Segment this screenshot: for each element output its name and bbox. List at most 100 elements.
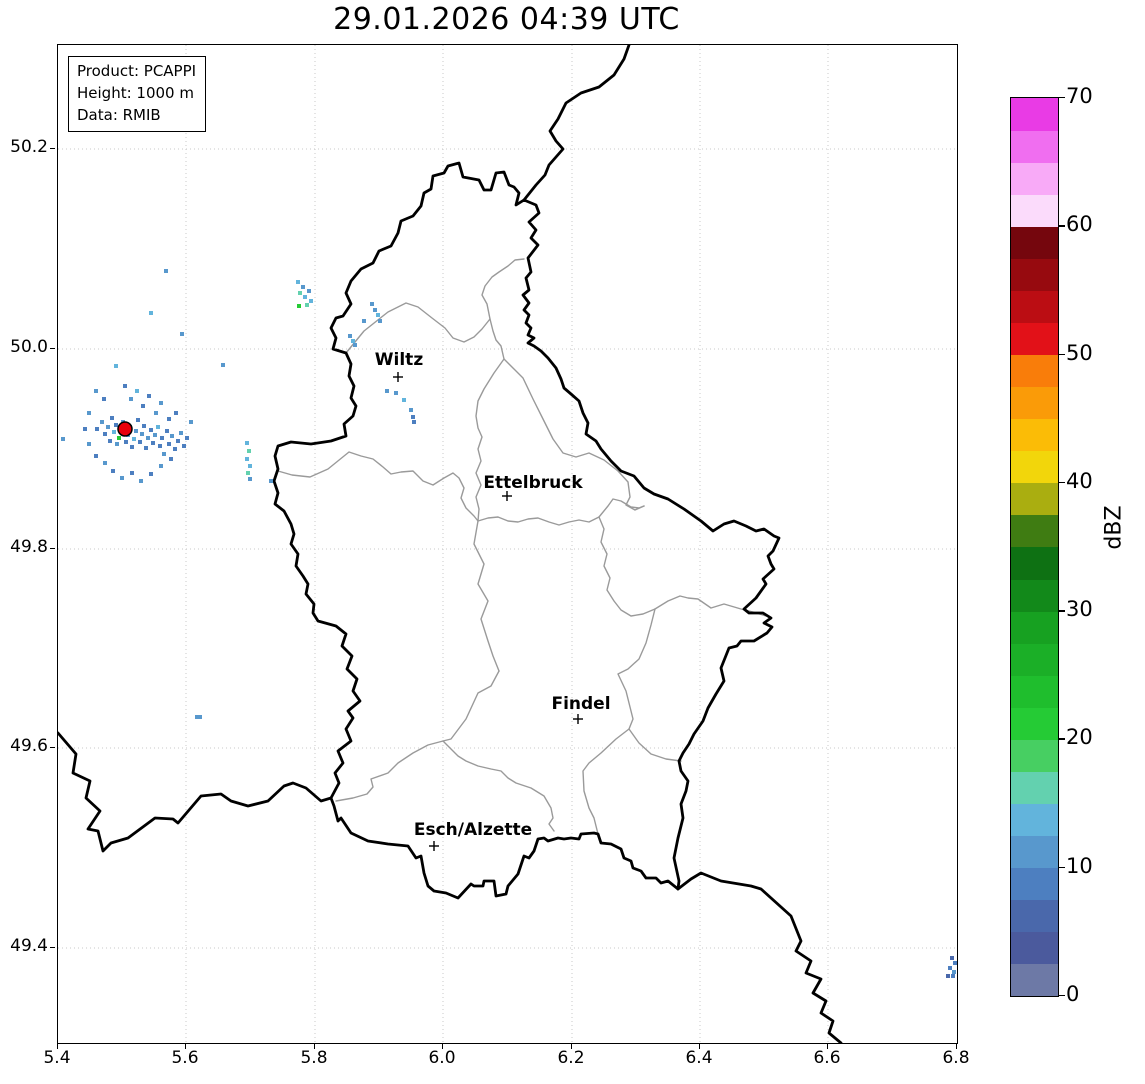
radar-echo-pixel <box>303 295 307 299</box>
radar-echo-pixel <box>373 308 377 312</box>
radar-echo-pixel <box>245 441 249 445</box>
radar-echo-pixel <box>146 436 150 440</box>
x-tick-mark <box>571 1044 573 1049</box>
x-tick-label: 6.4 <box>685 1048 713 1068</box>
colorbar-unit-label: dBZ <box>1101 505 1127 550</box>
colorbar-band <box>1011 771 1058 805</box>
radar-echo-pixel <box>135 389 139 393</box>
colorbar-band <box>1011 290 1058 323</box>
colorbar-tick-label: 40 <box>1066 468 1093 493</box>
radar-echo-pixel <box>952 970 956 974</box>
radar-echo-pixel <box>147 394 151 398</box>
radar-echo-pixel <box>385 389 389 393</box>
radar-echo-pixel <box>247 449 251 453</box>
region-border <box>582 728 630 835</box>
colorbar-band <box>1011 579 1058 612</box>
radar-echo-pixel <box>402 398 406 402</box>
colorbar-band <box>1011 322 1058 356</box>
y-tick-mark <box>50 148 55 150</box>
radar-echo-pixel <box>106 425 110 429</box>
radar-echo-pixel <box>139 479 143 483</box>
y-tick-mark <box>50 747 55 749</box>
radar-echo-pixel <box>169 457 173 461</box>
radar-echo-pixel <box>149 428 153 432</box>
radar-echo-pixel <box>164 269 168 273</box>
region-border <box>473 520 500 672</box>
x-tick-mark <box>699 1044 701 1049</box>
colorbar-band <box>1011 450 1058 484</box>
radar-echo-pixel <box>129 397 133 401</box>
radar-echo-pixel <box>162 452 166 456</box>
radar-echo-pixel <box>174 411 178 415</box>
radar-echo-pixel <box>348 334 352 338</box>
radar-echo-pixel <box>136 418 140 422</box>
colorbar-tick-label: 0 <box>1066 982 1080 1006</box>
radar-echo-pixel <box>167 442 171 446</box>
radar-echo-pixel <box>94 389 98 393</box>
colorbar-tick-mark <box>1059 610 1065 612</box>
radar-echo-pixel <box>87 411 91 415</box>
radar-site-marker <box>117 421 133 437</box>
x-tick-label: 6.0 <box>428 1048 456 1068</box>
y-tick-label: 49.8 <box>10 537 48 557</box>
city-label: Ettelbruck <box>483 473 583 493</box>
radar-echo-pixel <box>221 363 225 367</box>
colorbar-tick-mark <box>1059 97 1065 99</box>
colorbar-band <box>1011 675 1058 708</box>
radar-echo-pixel <box>411 415 415 419</box>
radar-echo-pixel <box>298 291 302 295</box>
colorbar-tick-mark <box>1059 353 1065 355</box>
product-info-box: Product: PCAPPI Height: 1000 m Data: RMI… <box>68 56 207 133</box>
radar-echo-pixel <box>83 427 87 431</box>
colorbar-band <box>1011 226 1058 259</box>
info-product: Product: PCAPPI <box>77 62 197 80</box>
colorbar-tick-mark <box>1059 481 1065 484</box>
colorbar-band <box>1011 931 1058 965</box>
country-border <box>58 731 333 853</box>
radar-echo-pixel <box>141 404 145 408</box>
radar-echo-pixel <box>61 437 65 441</box>
colorbar-band <box>1011 835 1058 869</box>
colorbar-band <box>1011 354 1058 388</box>
x-tick-label: 5.4 <box>43 1048 71 1068</box>
colorbar-tick-mark <box>1059 866 1065 869</box>
radar-echo-pixel <box>153 433 157 437</box>
radar-echo-pixel <box>142 424 146 428</box>
colorbar-tick-label: 30 <box>1066 597 1093 622</box>
colorbar-band <box>1011 130 1058 163</box>
y-tick-label: 50.0 <box>10 337 48 357</box>
radar-echo-pixel <box>115 442 119 446</box>
region-border <box>489 318 645 511</box>
radar-echo-pixel <box>245 457 249 461</box>
radar-echo-pixel <box>149 472 153 476</box>
radar-echo-pixel <box>195 715 199 719</box>
region-border <box>598 516 767 617</box>
radar-echo-pixel <box>307 289 311 293</box>
radar-echo-pixel <box>151 441 155 445</box>
info-height: Height: 1000 m <box>77 83 194 102</box>
map-plot-area: Wiltz Ettelbruck Findel Esch/Alzette <box>57 44 958 1044</box>
radar-echo-pixel <box>114 364 118 368</box>
colorbar-band <box>1011 514 1058 548</box>
radar-echo-pixel <box>132 437 136 441</box>
colorbar-band <box>1011 643 1058 676</box>
radar-echo-pixel <box>110 416 114 420</box>
radar-echo-pixel <box>376 313 380 317</box>
colorbar-tick-label: 70 <box>1066 84 1093 108</box>
x-tick-mark <box>956 1044 958 1049</box>
radar-echo-pixel <box>953 961 957 965</box>
radar-echo-pixel <box>140 432 144 436</box>
colorbar-band <box>1011 803 1058 837</box>
radar-echo-pixel <box>130 445 134 449</box>
radar-echo-pixel <box>950 956 954 960</box>
radar-echo-pixel <box>102 397 106 401</box>
city-label: Findel <box>551 694 610 714</box>
colorbar-tick-label: 10 <box>1066 853 1093 878</box>
colorbar-tick-label: 20 <box>1066 725 1093 750</box>
radar-echo-pixel <box>409 408 413 412</box>
radar-echo-pixel <box>111 469 115 473</box>
country-border <box>676 871 843 1043</box>
radar-echo-pixel <box>180 332 184 336</box>
radar-echo-pixel <box>120 476 124 480</box>
radar-echo-pixel <box>248 477 252 481</box>
